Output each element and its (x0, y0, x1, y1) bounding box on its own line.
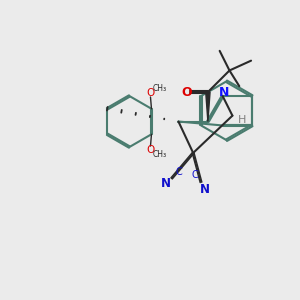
Text: O: O (146, 145, 154, 155)
Text: N: N (200, 183, 210, 196)
Text: CH₃: CH₃ (152, 150, 167, 159)
Text: O: O (146, 88, 154, 98)
Text: CH₃: CH₃ (152, 84, 167, 93)
Text: N: N (161, 177, 171, 190)
Text: H: H (238, 115, 246, 124)
Text: C: C (192, 169, 199, 179)
Text: O: O (181, 85, 192, 99)
Text: C: C (175, 167, 182, 177)
Text: N: N (218, 85, 229, 99)
Polygon shape (206, 92, 210, 122)
